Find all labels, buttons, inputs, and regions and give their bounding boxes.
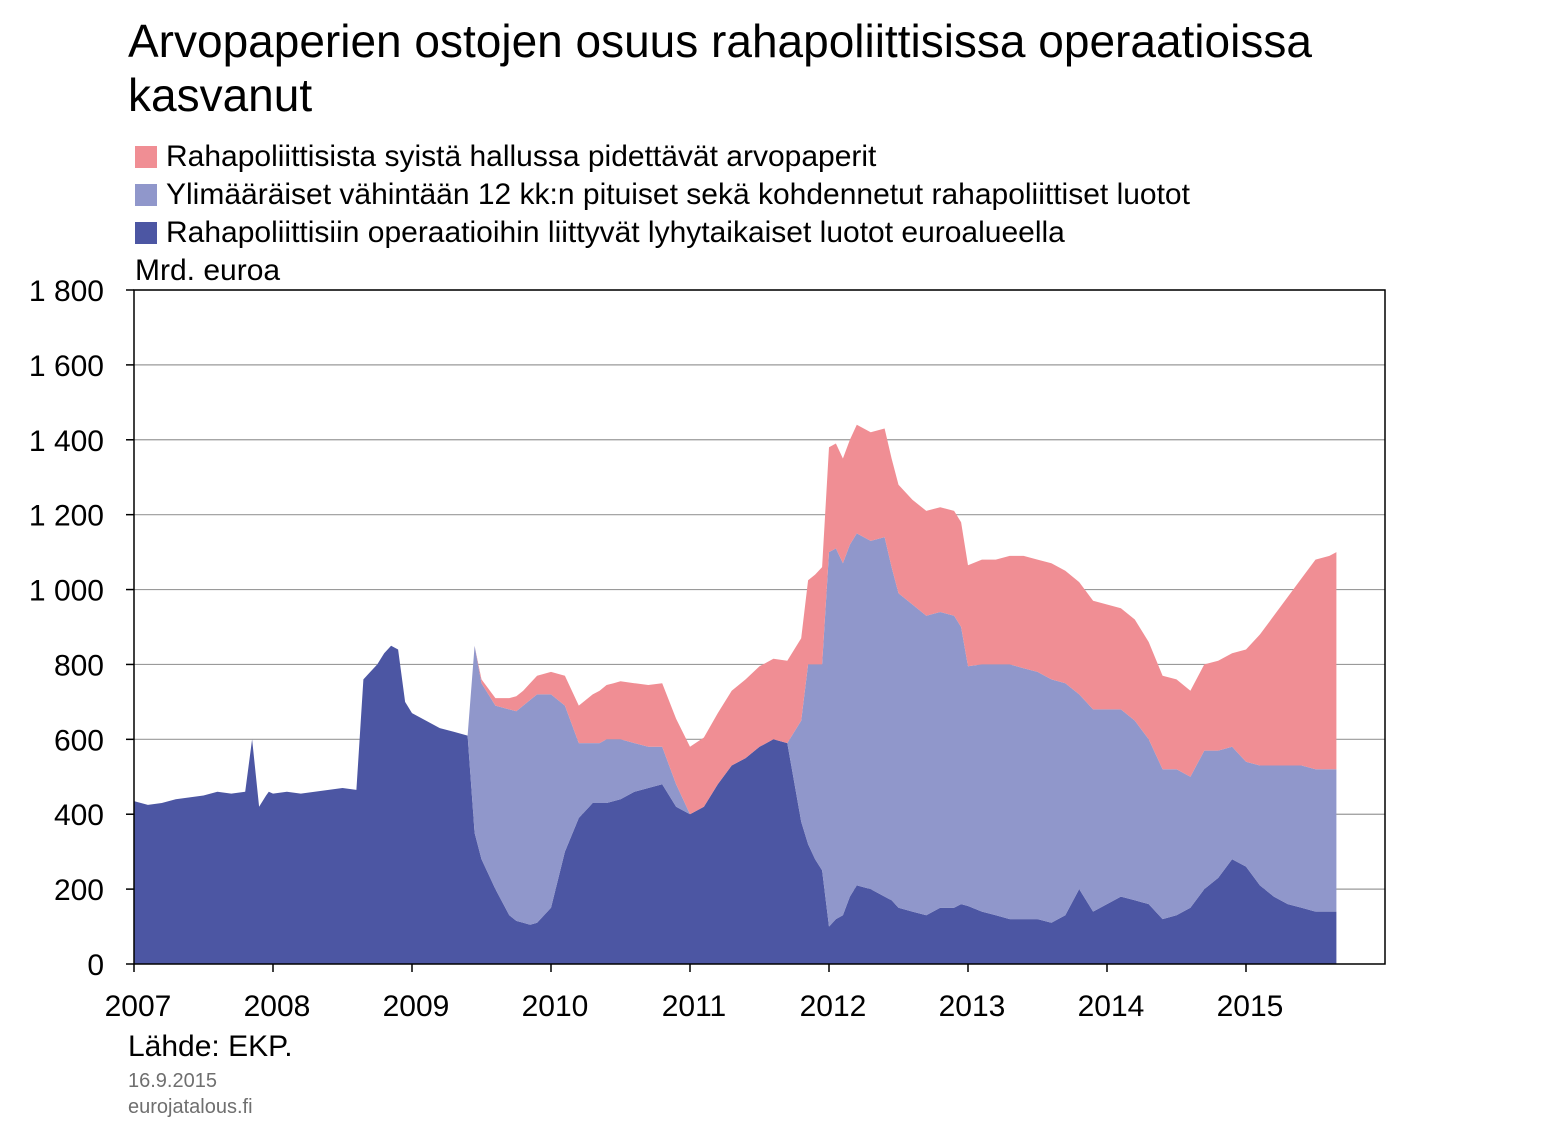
x-tick-label-2014: 2014	[1078, 990, 1145, 1023]
publish-date: 16.9.2015	[128, 1070, 217, 1092]
x-tick-label-2008: 2008	[244, 990, 311, 1023]
y-tick-label-800: 800	[54, 649, 104, 682]
legend-swatch-long-term-loans	[135, 184, 157, 206]
x-tick-label-2007: 2007	[105, 990, 172, 1023]
area-series-0	[134, 645, 1337, 964]
legend-swatch-short-term-loans	[135, 222, 157, 244]
site-name: eurojatalous.fi	[128, 1096, 253, 1118]
x-tick-label-2013: 2013	[939, 990, 1006, 1023]
legend-swatch-securities	[135, 146, 157, 168]
y-tick-label-1800: 1 800	[29, 275, 104, 308]
y-tick-label-0: 0	[87, 949, 104, 982]
legend-label-long-term-loans: Ylimääräiset vähintään 12 kk:n pituiset …	[166, 178, 1190, 211]
x-tick-label-2010: 2010	[522, 990, 589, 1023]
y-tick-label-1600: 1 600	[29, 350, 104, 383]
y-tick-label-200: 200	[54, 874, 104, 907]
source-note: Lähde: EKP.	[128, 1030, 293, 1063]
y-tick-label-1000: 1 000	[29, 575, 104, 608]
y-tick-label-1200: 1 200	[29, 500, 104, 533]
x-tick-label-2011: 2011	[662, 990, 727, 1023]
y-tick-label-1400: 1 400	[29, 425, 104, 458]
legend-item-short-term-loans: Rahapoliittisiin operaatioihin liittyvät…	[135, 214, 1190, 252]
area-series-2	[134, 424, 1337, 815]
y-tick-label-400: 400	[54, 799, 104, 832]
plot-frame	[133, 289, 1386, 965]
legend-label-securities: Rahapoliittisista syistä hallussa pidett…	[166, 140, 877, 173]
x-tick-label-2009: 2009	[383, 990, 450, 1023]
legend-item-long-term-loans: Ylimääräiset vähintään 12 kk:n pituiset …	[135, 176, 1190, 214]
y-tick-label-600: 600	[54, 724, 104, 757]
legend-label-short-term-loans: Rahapoliittisiin operaatioihin liittyvät…	[166, 216, 1065, 249]
legend-item-securities: Rahapoliittisista syistä hallussa pidett…	[135, 138, 1190, 176]
x-tick-label-2012: 2012	[800, 990, 867, 1023]
area-series-1	[134, 533, 1337, 927]
chart-title: Arvopaperien ostojen osuus rahapoliittis…	[128, 15, 1312, 121]
legend: Rahapoliittisista syistä hallussa pidett…	[135, 138, 1190, 252]
x-tick-label-2015: 2015	[1217, 990, 1284, 1023]
unit-label: Mrd. euroa	[135, 254, 281, 287]
